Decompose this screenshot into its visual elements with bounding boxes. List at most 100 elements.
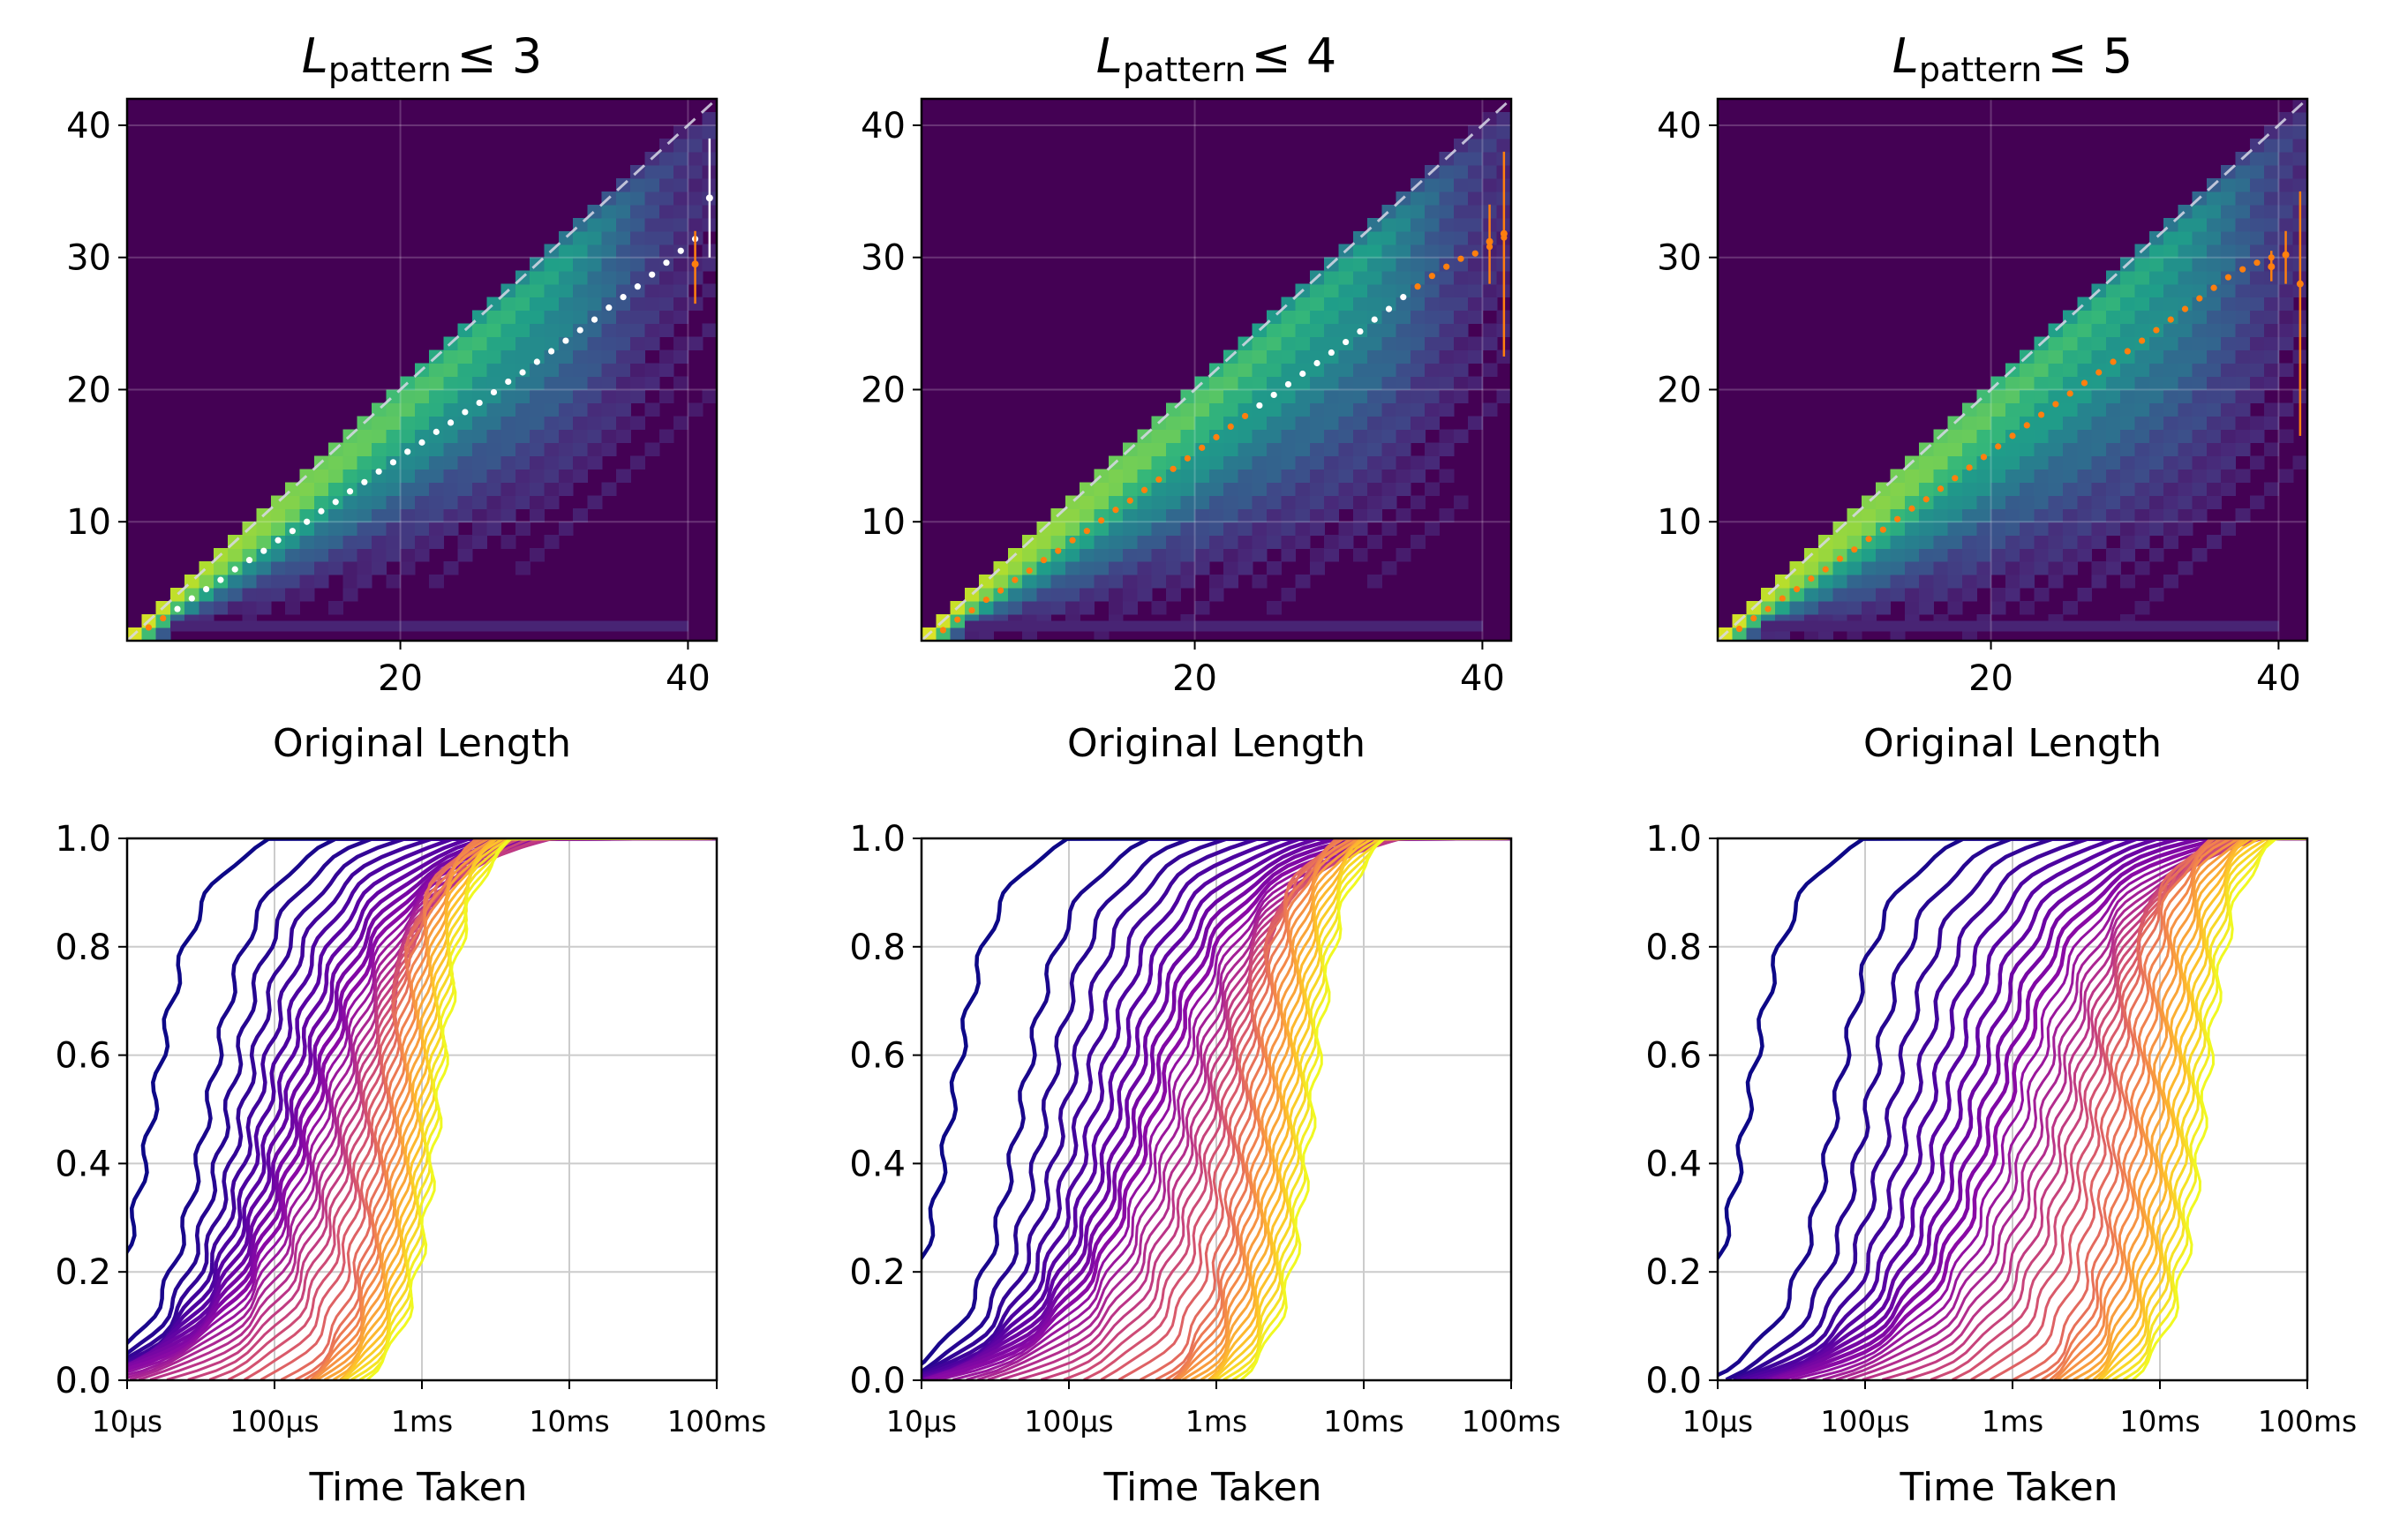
heatmap-cell [1468,349,1484,364]
heatmap-cell [414,416,430,430]
heatmap-cell [1367,336,1382,351]
heatmap-cell [587,349,603,364]
heatmap-cell [1904,469,1920,483]
cdf-series-line [1847,838,2307,1380]
heatmap-cell [615,349,631,364]
heatmap-cell [1919,455,1934,470]
heatmap-cell [342,620,358,632]
heatmap-cell [544,336,560,351]
heatmap-cell [2120,376,2136,391]
heatmap-cell [515,349,530,364]
heatmap-cell [2063,561,2078,575]
heatmap-cell [2020,455,2035,470]
heatmap-cell [1453,363,1469,378]
cdf-series-line [2057,838,2307,1380]
heatmap-cell [328,620,343,632]
heatmap-cell [2005,522,2020,536]
heatmap-cell [1065,601,1080,615]
heatmap-cell [2192,363,2208,378]
heatmap-cell [299,620,315,632]
heatmap-cell [1309,402,1325,417]
heatmap-cell [1324,429,1340,443]
heatmap-cell [587,230,603,245]
heatmap-cell [414,389,430,404]
heatmap-cell [371,522,387,536]
cdf-series-line [922,838,1511,1378]
heatmap-cell [2148,429,2164,443]
heatmap-cell [530,620,545,632]
mean-point [1750,614,1757,622]
heatmap-cell [242,601,258,615]
heatmap-cell [644,230,660,245]
heatmap-cell [601,270,617,285]
heatmap-cell [1352,522,1368,536]
heatmap-cell [2206,217,2222,232]
heatmap-cell [2048,376,2064,391]
heatmap-cell [1876,561,1892,575]
mean-point [1371,316,1378,323]
heatmap-cell [1151,575,1167,589]
heatmap-cell [1933,561,1949,575]
heatmap-cell [601,363,617,378]
mean-point [2009,432,2016,439]
heatmap-cell [573,230,588,245]
heatmap-cell [1080,601,1095,615]
heatmap-cell [530,363,545,378]
cdf-series-line [1212,838,1511,1380]
heatmap-cell [1832,535,1848,549]
heatmap-cells [1718,99,2308,642]
heatmap-cell [530,429,545,443]
heatmap-cell [515,402,530,417]
heatmap-cell [1165,588,1181,602]
heatmap-cell [2020,495,2035,509]
heatmap-cell [2105,376,2121,391]
heatmap-cell [1453,270,1469,285]
heatmap-cell [1482,297,1498,312]
heatmap-cell [644,177,660,192]
heatmap-cell [2091,535,2107,549]
heatmap-cell [1439,204,1455,219]
heatmap-cell [270,620,286,632]
heatmap-cell [443,620,459,632]
heatmap-cell [1165,561,1181,575]
y-tick-label: 0.0 [1645,1361,1702,1401]
heatmap-cell [601,442,617,456]
heatmap-cell [544,323,560,338]
heatmap-cell [1396,297,1411,312]
heatmap-cell [371,442,387,456]
heatmap-cell [544,416,560,430]
heatmap-cell [601,204,617,219]
heatmap-cell [1267,508,1282,522]
heatmap-cell [400,416,416,430]
heatmap-cell [2235,283,2251,298]
heatmap-cell [2235,164,2251,179]
mean-point [1112,507,1119,514]
y-tick-label: 0.2 [849,1252,906,1293]
heatmap-cell [1036,561,1052,575]
heatmap-cell [1238,495,1253,509]
heatmap-cell [1338,257,1354,272]
heatmap-cell [2120,283,2136,298]
heatmap-cell [1080,561,1095,575]
heatmap-cell [1324,508,1340,522]
heatmap-cell [1904,495,1920,509]
heatmap-cell [601,257,617,272]
heatmap-cell [2091,349,2107,364]
heatmap-cell [601,402,617,417]
heatmap-cell [1123,535,1138,549]
heatmap-cell [558,482,574,496]
mean-point [663,259,670,267]
heatmap-cell [673,177,689,192]
heatmap-cell [615,469,631,483]
heatmap-cell [2206,455,2222,470]
heatmap-cell [328,482,343,496]
heatmap-cell [1381,416,1397,430]
heatmap-cell [400,495,416,509]
heatmap-cell [1410,310,1426,325]
heatmap-cell [357,442,372,456]
heatmap-cell [2163,323,2178,338]
heatmap-cell [544,376,560,391]
cdf-series-line [127,838,717,1366]
heatmap-cell [1238,535,1253,549]
heatmap-cell [658,244,674,259]
